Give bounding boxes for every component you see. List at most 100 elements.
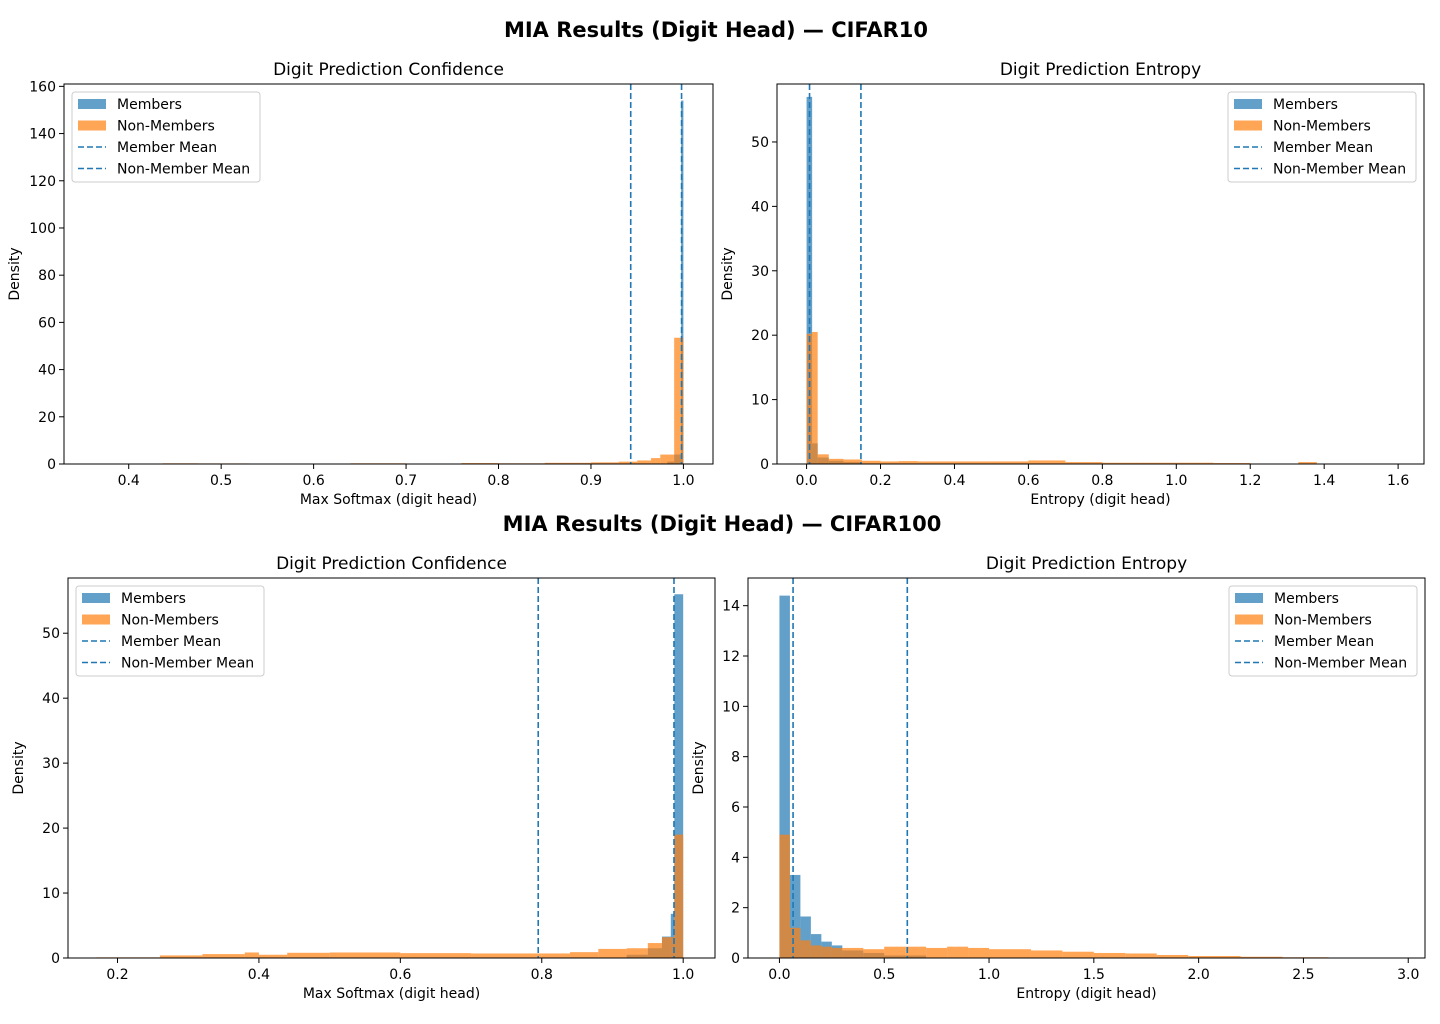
legend-members-swatch [1234, 99, 1262, 109]
x-tick-label: 0.8 [531, 967, 553, 983]
legend-label: Member Mean [117, 140, 217, 156]
histogram-bar [806, 96, 813, 464]
x-tick-label: 0.4 [248, 967, 270, 983]
panel-title: Digit Prediction Confidence [273, 60, 504, 80]
legend-label: Non-Members [1274, 613, 1372, 629]
legend-box [1227, 91, 1417, 183]
histogram-bar [863, 949, 885, 958]
x-tick-label: 1.2 [1239, 473, 1261, 489]
legend-label: Members [1273, 97, 1338, 113]
y-tick-label: 20 [38, 410, 56, 426]
legend-label: Member Mean [121, 634, 221, 650]
histogram-bar [637, 460, 652, 464]
y-tick-label: 10 [42, 886, 60, 902]
legend-label: Non-Member Mean [1274, 656, 1407, 672]
panel-0: 0.4 0.5 0.6 0.7 0.8 0.9 1.0 0 20 40 60 80 100 120 140 1… [7, 60, 714, 508]
histogram-bar [1156, 954, 1189, 958]
legend-label: Non-Member Mean [1273, 162, 1406, 178]
histogram-bar [541, 953, 571, 958]
y-axis-label: Density [7, 247, 23, 300]
legend-members-swatch [78, 99, 106, 109]
legend-members-swatch [1235, 593, 1263, 603]
y-tick-label: 100 [29, 221, 56, 237]
y-axis-label: Density [720, 247, 736, 300]
x-tick-label: 0.5 [873, 967, 895, 983]
series-non-members [96, 834, 684, 958]
y-tick-label: 60 [38, 315, 56, 331]
y-tick-label: 50 [751, 135, 769, 151]
panel-title: Digit Prediction Entropy [1000, 60, 1201, 80]
histogram-bar [954, 461, 992, 464]
histogram-bar [287, 952, 330, 958]
y-tick-label: 20 [751, 328, 769, 344]
histogram-bar [647, 943, 662, 958]
histogram-bar [159, 955, 203, 958]
legend-members-swatch [82, 593, 110, 603]
y-tick-label: 160 [29, 79, 56, 95]
series-non-members [779, 834, 1329, 958]
y-tick-label: 20 [42, 821, 60, 837]
histogram-bar [1030, 950, 1063, 958]
axes-frame [67, 577, 716, 959]
histogram-bar [1065, 462, 1103, 464]
legend-label: Members [121, 591, 186, 607]
histogram-bar [244, 952, 259, 958]
histogram-bar [1010, 949, 1031, 958]
histogram-bar [800, 940, 811, 958]
histogram-bar [806, 333, 813, 464]
legend: Members Non-Members Member Mean Non-Member … [75, 585, 265, 677]
histogram-bar [258, 954, 288, 958]
axes-frame [747, 577, 1426, 959]
x-tick-label: 1.6 [1387, 473, 1409, 489]
y-tick-label: 0 [731, 951, 740, 967]
x-tick-label: 1.0 [978, 967, 1000, 983]
legend-box [75, 585, 265, 677]
histogram-bar [1298, 462, 1317, 464]
histogram-bar [968, 947, 990, 958]
x-tick-label: 0.4 [118, 473, 140, 489]
legend: Members Non-Members Member Mean Non-Member … [71, 91, 261, 183]
y-axis-label: Density [11, 741, 27, 794]
y-tick-label: 0 [760, 457, 769, 473]
legend-label: Non-Members [117, 119, 215, 135]
y-tick-label: 0 [47, 457, 56, 473]
y-tick-label: 0 [51, 951, 60, 967]
x-tick-label: 1.5 [1083, 967, 1105, 983]
y-tick-label: 40 [42, 691, 60, 707]
histogram-bar [917, 461, 955, 464]
legend: Members Non-Members Member Mean Non-Member … [1228, 585, 1418, 677]
histogram-bar [590, 462, 619, 464]
histogram-bar [660, 454, 675, 464]
x-axis-label: Entropy (digit head) [1016, 986, 1156, 1002]
y-tick-label: 30 [42, 756, 60, 772]
histogram-bar [779, 595, 790, 958]
y-tick-label: 30 [751, 264, 769, 280]
histogram-bar [821, 946, 832, 958]
histogram-bar [991, 461, 1029, 464]
histogram-bar [1240, 956, 1283, 958]
legend-label: Member Mean [1274, 634, 1374, 650]
x-tick-label: 0.2 [106, 967, 128, 983]
x-tick-label: 0.6 [302, 473, 324, 489]
y-tick-label: 80 [38, 268, 56, 284]
x-tick-label: 0.4 [943, 473, 965, 489]
x-tick-label: 0.7 [395, 473, 417, 489]
x-tick-label: 2.0 [1188, 967, 1210, 983]
legend-non-members-swatch [1234, 120, 1262, 131]
histogram-bar [1139, 462, 1177, 464]
y-tick-label: 4 [731, 850, 740, 866]
legend-non-members-swatch [78, 120, 106, 131]
histogram-bar [570, 952, 599, 958]
histogram-bar [926, 947, 948, 958]
histogram-bar [618, 461, 638, 464]
histogram-bar [880, 461, 900, 464]
panel-2: 0.2 0.4 0.6 0.8 1.0 0 10 20 30 40 50 Digit Predicti… [11, 554, 716, 1002]
x-tick-label: 0.0 [795, 473, 817, 489]
x-tick-label: 0.8 [1091, 473, 1113, 489]
histogram-bar [862, 460, 881, 464]
histogram-bar [471, 953, 542, 958]
histogram-bar [674, 337, 684, 464]
x-axis-label: Max Softmax (digit head) [303, 986, 480, 1002]
legend: Members Non-Members Member Mean Non-Member … [1227, 91, 1417, 183]
histogram-bar [812, 331, 818, 464]
